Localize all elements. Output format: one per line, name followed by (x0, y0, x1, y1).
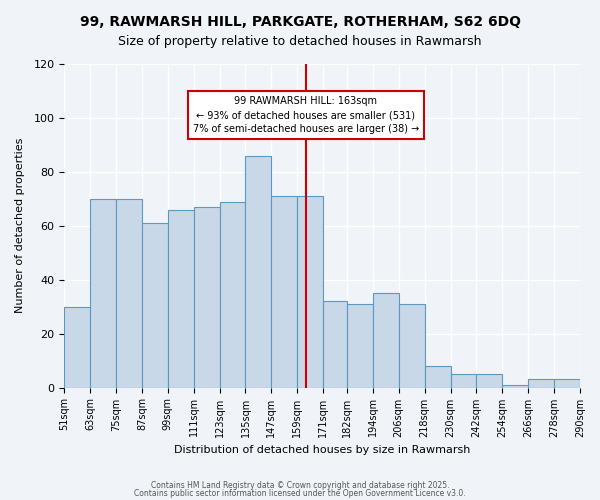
Bar (451, 374, 476, 388)
Bar (554, 380, 580, 388)
Bar (425, 366, 451, 388)
Bar (220, 202, 245, 388)
Bar (502, 385, 528, 388)
Bar (528, 380, 554, 388)
Text: Contains public sector information licensed under the Open Government Licence v3: Contains public sector information licen… (134, 488, 466, 498)
Bar (90, 199, 116, 388)
Bar (168, 210, 194, 388)
Text: 99, RAWMARSH HILL, PARKGATE, ROTHERHAM, S62 6DQ: 99, RAWMARSH HILL, PARKGATE, ROTHERHAM, … (79, 15, 521, 29)
Text: 99 RAWMARSH HILL: 163sqm
← 93% of detached houses are smaller (531)
7% of semi-d: 99 RAWMARSH HILL: 163sqm ← 93% of detach… (193, 96, 419, 134)
Text: Size of property relative to detached houses in Rawmarsh: Size of property relative to detached ho… (118, 35, 482, 48)
Bar (194, 207, 220, 388)
Y-axis label: Number of detached properties: Number of detached properties (15, 138, 25, 314)
Bar (142, 223, 168, 388)
Bar (373, 293, 399, 388)
Bar (297, 196, 323, 388)
Bar (271, 196, 297, 388)
Text: Contains HM Land Registry data © Crown copyright and database right 2025.: Contains HM Land Registry data © Crown c… (151, 481, 449, 490)
Bar (476, 374, 502, 388)
X-axis label: Distribution of detached houses by size in Rawmarsh: Distribution of detached houses by size … (174, 445, 470, 455)
Bar (245, 156, 271, 388)
Bar (323, 302, 347, 388)
Bar (64, 306, 90, 388)
Bar (116, 199, 142, 388)
Bar (399, 304, 425, 388)
Bar (347, 304, 373, 388)
